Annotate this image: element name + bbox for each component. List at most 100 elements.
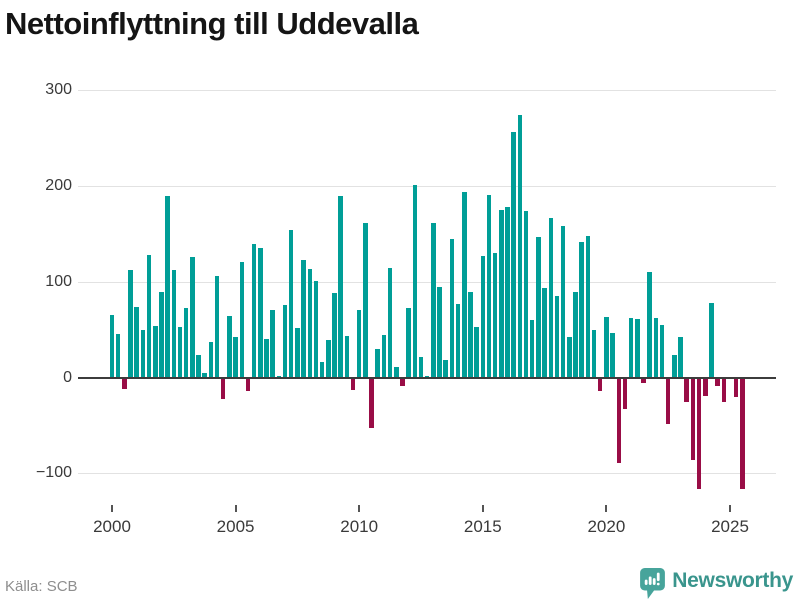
bar <box>499 209 504 378</box>
bar <box>307 269 313 378</box>
bar <box>437 286 442 378</box>
source-label: Källa: SCB <box>5 578 78 595</box>
bar <box>239 261 245 378</box>
bar <box>344 336 350 378</box>
bar <box>350 378 356 390</box>
bar <box>740 378 745 489</box>
bar <box>264 339 269 378</box>
bar <box>406 307 411 378</box>
y-axis-label: −100 <box>35 464 72 482</box>
bar <box>363 223 368 378</box>
x-axis-tick <box>605 505 608 512</box>
bar <box>567 337 572 378</box>
bar <box>455 303 461 378</box>
bar <box>684 378 689 403</box>
bar <box>591 329 597 378</box>
bar <box>270 310 275 378</box>
bar <box>628 318 634 378</box>
bar <box>665 378 671 424</box>
bar <box>505 207 510 378</box>
bar <box>282 304 288 378</box>
bar <box>400 378 405 387</box>
bar <box>703 378 708 396</box>
bar <box>171 270 177 378</box>
bar <box>678 337 683 378</box>
bar <box>258 248 263 378</box>
bar <box>288 230 294 378</box>
bar <box>251 244 257 378</box>
bar <box>196 354 201 378</box>
x-axis-label: 2015 <box>463 517 502 536</box>
bar <box>672 354 677 378</box>
gridline <box>78 281 776 283</box>
x-axis-label: 2025 <box>711 517 749 536</box>
bar <box>208 342 214 378</box>
bar <box>474 326 479 378</box>
bar <box>486 194 492 378</box>
bar <box>115 334 121 378</box>
bar <box>709 302 714 378</box>
bar <box>536 236 541 378</box>
bar <box>597 378 603 391</box>
gridline <box>78 185 776 187</box>
bar <box>480 255 486 378</box>
newsworthy-badge-icon <box>640 568 666 599</box>
bar <box>696 378 702 489</box>
bar <box>214 276 220 378</box>
newsworthy-logo[interactable]: Newsworthy <box>640 568 793 599</box>
bar <box>468 292 473 378</box>
bar <box>641 378 646 384</box>
bar <box>369 378 374 429</box>
bar <box>462 191 467 378</box>
bar <box>449 238 455 378</box>
bar <box>233 337 238 378</box>
bar <box>431 223 436 378</box>
bar <box>356 310 362 378</box>
bar <box>622 378 628 410</box>
bar <box>153 325 158 378</box>
y-axis-label: 100 <box>45 272 72 290</box>
bar <box>338 196 343 378</box>
bar <box>585 235 591 378</box>
bar <box>159 292 164 378</box>
y-axis-label: 200 <box>45 176 72 194</box>
bar <box>554 296 560 378</box>
x-axis-label: 2010 <box>340 517 379 536</box>
bar <box>394 367 399 378</box>
bar <box>375 348 380 378</box>
bar <box>511 132 516 378</box>
bar <box>313 280 319 378</box>
bar <box>715 378 720 387</box>
gridline <box>78 90 776 92</box>
bar <box>523 210 529 378</box>
bar <box>128 270 133 378</box>
bar <box>412 184 418 378</box>
x-axis-tick <box>729 505 731 512</box>
bar <box>183 307 189 378</box>
bar <box>548 217 554 378</box>
badge-shape <box>640 568 666 599</box>
newsworthy-wordmark: Newsworthy <box>672 569 793 592</box>
bar <box>733 378 739 397</box>
bar <box>202 372 207 378</box>
x-axis-label: 2005 <box>216 517 255 536</box>
bar <box>387 268 393 378</box>
bar <box>542 288 547 378</box>
bar <box>332 293 337 378</box>
bar <box>647 272 652 378</box>
bar <box>443 360 448 378</box>
bar <box>122 378 127 389</box>
bar <box>573 292 578 378</box>
bar <box>134 306 139 378</box>
bar <box>177 326 183 378</box>
bar <box>109 315 115 378</box>
bar <box>220 378 226 399</box>
x-axis-tick <box>234 505 237 512</box>
bar <box>418 357 424 378</box>
zero-axis-line <box>78 376 776 379</box>
x-axis-tick <box>111 505 113 512</box>
x-axis-tick <box>358 505 361 512</box>
bar <box>146 254 152 378</box>
bar <box>690 378 696 460</box>
